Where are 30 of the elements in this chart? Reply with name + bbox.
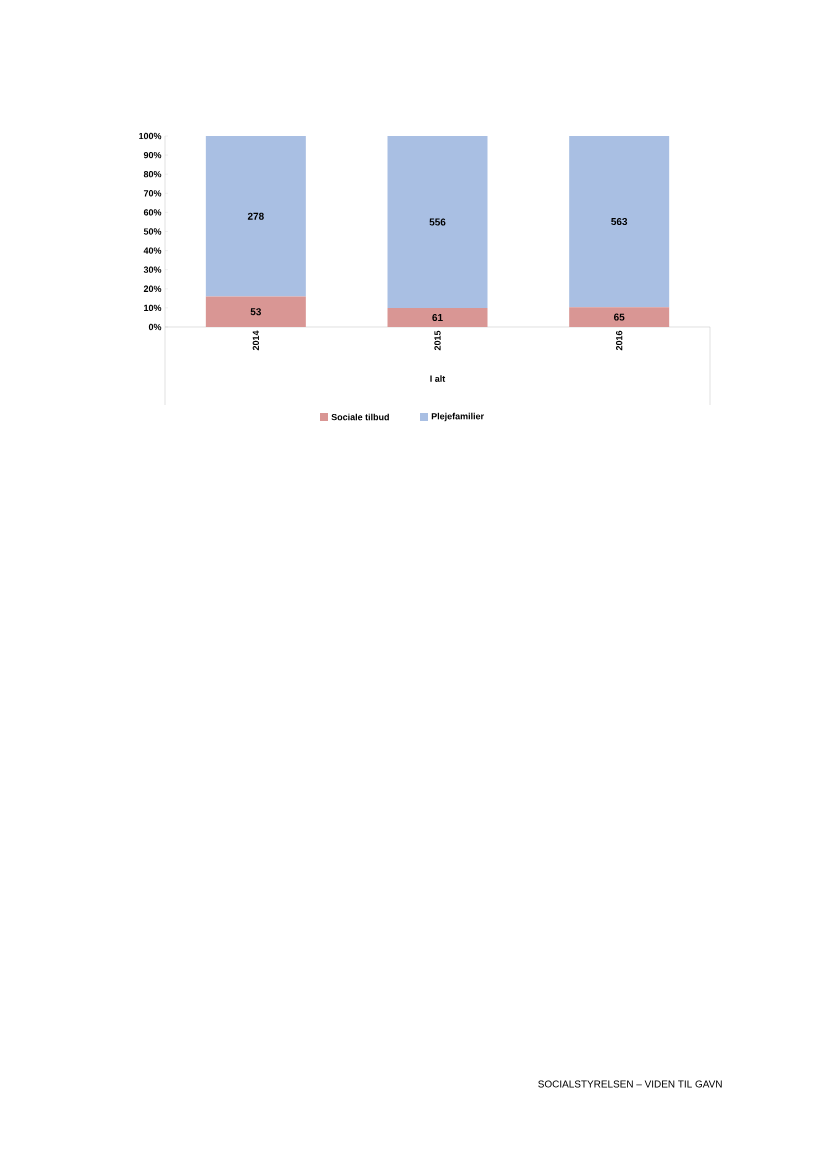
x-tick-label: 2014	[252, 330, 260, 351]
y-tick-label: 20%	[143, 285, 162, 292]
y-tick-label: 50%	[143, 228, 162, 235]
annotation: 53	[250, 308, 262, 316]
bar	[387, 308, 488, 327]
text: SOCIALSTYRELSEN – VIDEN TIL GAVN	[538, 1080, 722, 1088]
y-tick-label: 40%	[143, 247, 162, 254]
y-tick-label: 100%	[139, 132, 162, 140]
bar	[205, 135, 306, 297]
annotation: 65	[614, 313, 625, 321]
annotation: 556	[429, 218, 446, 226]
bar	[569, 135, 670, 308]
x-axis-title: I alt	[430, 375, 446, 382]
legend-label: Plejefamilier	[431, 412, 484, 422]
x-tick-label: 2016	[615, 330, 623, 351]
y-tick-label: 70%	[143, 190, 162, 197]
annotation: 61	[432, 314, 443, 322]
y-tick-label: 60%	[143, 209, 162, 216]
x-tick-label: 2015	[434, 330, 441, 351]
bar	[387, 135, 488, 309]
bar	[569, 307, 670, 327]
y-tick-label: 30%	[143, 266, 162, 273]
bar	[205, 296, 306, 327]
annotation: 278	[247, 212, 264, 220]
legend-label: Sociale tilbud	[331, 413, 389, 421]
y-tick-label: 80%	[143, 171, 162, 178]
annotation: 563	[611, 218, 628, 226]
y-tick-label: 10%	[144, 304, 162, 312]
y-tick-label: 90%	[143, 151, 162, 159]
y-tick-label: 0%	[148, 323, 162, 331]
